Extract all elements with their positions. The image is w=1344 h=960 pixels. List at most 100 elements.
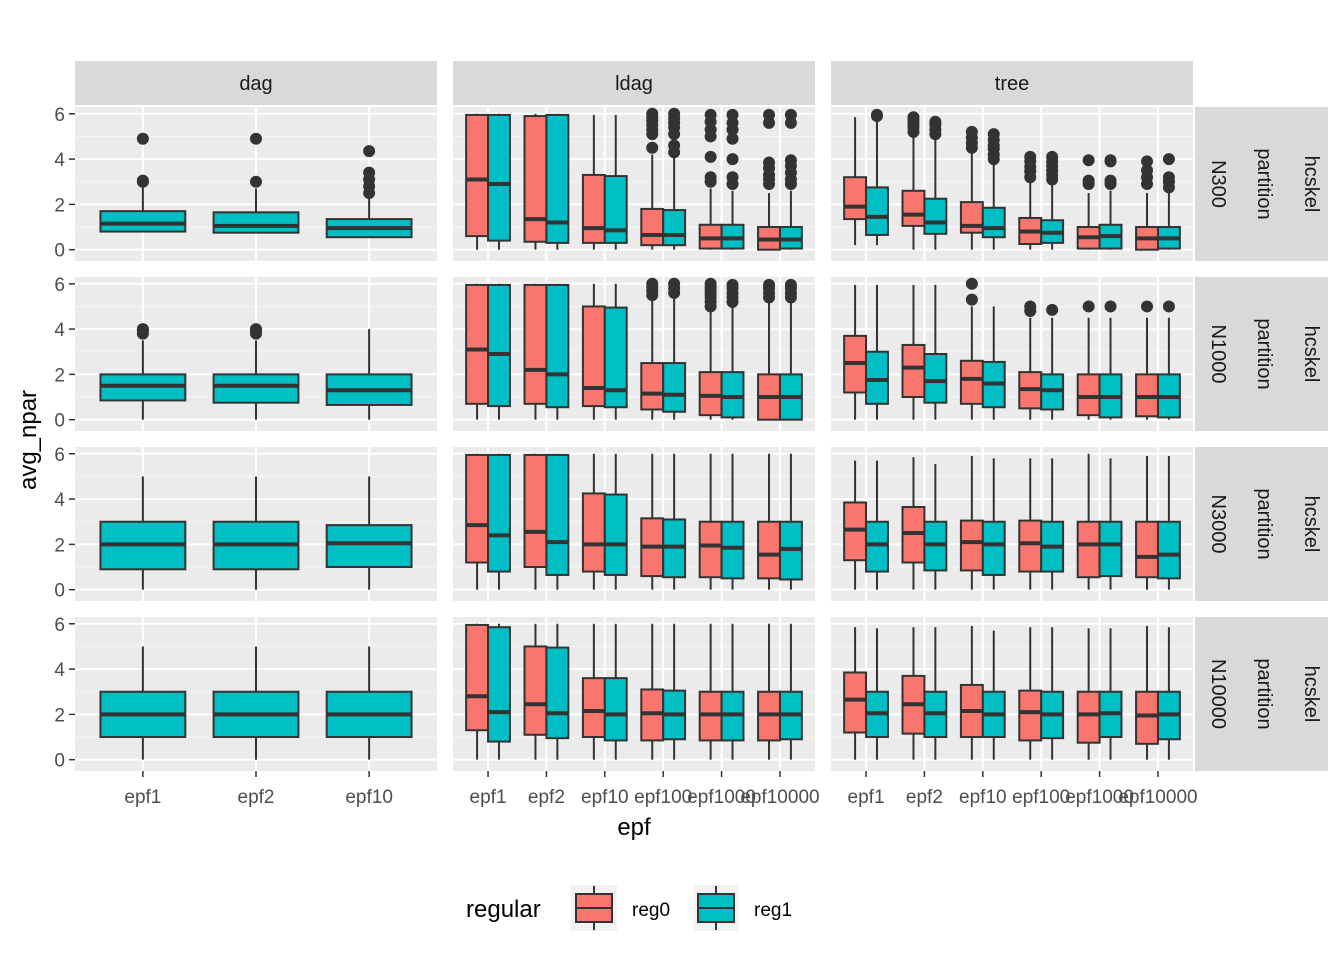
box-body [212,211,300,234]
row-strip-label-inner: N300 [1207,160,1229,208]
box-reg0-epf100 [640,453,665,590]
y-tick-label: 6 [54,275,65,296]
panel-ldag-N1000 [453,277,815,431]
panel-tree-N300 [831,107,1193,261]
box-reg1-epf100 [662,623,687,760]
box-reg1-epf10 [325,646,413,760]
box-body [720,371,745,419]
outlier-point [1082,154,1095,167]
y-tick-label: 6 [54,615,65,636]
box-reg1-epf1 [99,476,187,590]
box-reg0-epf1 [843,460,868,590]
panel-dag-N1000 [75,277,437,431]
row-strip [1195,447,1328,601]
box-body [865,520,889,573]
box-body [843,176,868,221]
outlier-point [250,132,262,145]
box-body [923,197,948,235]
box-body [1135,690,1159,745]
box-reg0-epf10 [959,456,984,590]
box-reg1-epf2 [923,115,948,250]
outlier-point [363,166,376,179]
row-strip-label-outer: hcskel [1300,666,1322,723]
box-reg1-epf1 [865,628,889,760]
box-reg1-epf1 [487,113,511,250]
panel-background [453,447,815,601]
legend-entry-reg0: reg0 [571,885,670,931]
row-strip [1195,107,1328,261]
box-reg1-epf1000 [1098,628,1123,760]
box-body [545,113,570,244]
y-tick-label: 0 [54,751,65,772]
box-body [981,206,1006,239]
x-axes: epf1 epf2 epf10 epf1 epf2 epf10 epf100epf1000e… [124,771,1198,808]
box-body [581,492,606,573]
legend: regular reg0 reg1 [466,885,792,931]
box-reg1-epf2 [545,113,570,250]
box-reg1-epf1 [99,646,187,760]
box-reg0-epf100 [1018,300,1043,420]
outlier-point [784,108,797,121]
row-strip-label-inner: N3000 [1207,495,1229,554]
column-strip-tree [831,61,1193,105]
y-tick-label: 0 [54,241,65,262]
box-reg1-epf10 [603,623,628,760]
outlier-point [965,125,978,138]
box-reg1-epf2 [923,627,948,760]
box-reg1-epf1 [487,283,511,420]
outlier-point [726,132,739,145]
box-body [523,115,548,243]
panel-background [831,447,1193,601]
outlier-point [1104,300,1117,313]
outlier-point [646,141,659,154]
panel-tree-N1000 [831,277,1193,431]
outlier-point [965,293,978,306]
box-body [640,362,665,411]
outlier-point [1024,150,1037,163]
outlier-point [870,108,883,121]
box-reg1-epf2 [923,284,948,420]
panel-ldag-N300 [453,107,815,261]
box-body [720,520,745,580]
legend-label: reg0 [632,900,670,921]
outlier-point [1141,155,1154,168]
box-body [757,520,781,580]
box-reg1-epf1 [487,623,511,760]
y-tick-label: 2 [54,195,65,216]
column-strip-label: tree [995,73,1029,95]
box-body [662,362,687,413]
box-body [603,677,628,742]
box-reg1-epf10000 [1156,300,1181,420]
box-reg0-epf10000 [757,108,781,251]
box-reg0-epf10000 [1135,155,1159,251]
box-body [698,520,723,579]
panel-ldag-N3000 [453,447,815,601]
box-reg0-epf1000 [1076,154,1101,250]
outlier-point [987,128,1000,141]
box-reg0-epf2 [523,113,548,250]
box-reg1-epf10 [603,114,628,250]
box-reg1-epf1000 [720,453,745,590]
box-body [1018,689,1043,742]
outlier-point [907,111,920,124]
box-reg0-epf10 [959,626,984,760]
box-body [1076,520,1101,579]
x-axis-title: epf [617,814,651,841]
box-body [487,626,511,743]
outlier-point [726,278,739,291]
box-body [865,350,889,405]
box-reg0-epf2 [901,111,926,250]
x-tick-label: epf1000 [1065,787,1134,808]
box-reg1-epf10 [325,476,413,590]
box-body [1018,519,1043,573]
outlier-point [1162,153,1175,166]
box-body [487,283,511,408]
x-tick-label: epf10 [581,787,629,808]
panel-background [453,617,815,771]
row-strip-label-outer: hcskel [1300,326,1322,383]
box-body [325,524,413,569]
row-strip-label-middle: partition [1253,148,1275,219]
box-reg1-epf1 [865,108,889,246]
box-reg1-epf10 [603,453,628,590]
box-body [923,353,948,404]
